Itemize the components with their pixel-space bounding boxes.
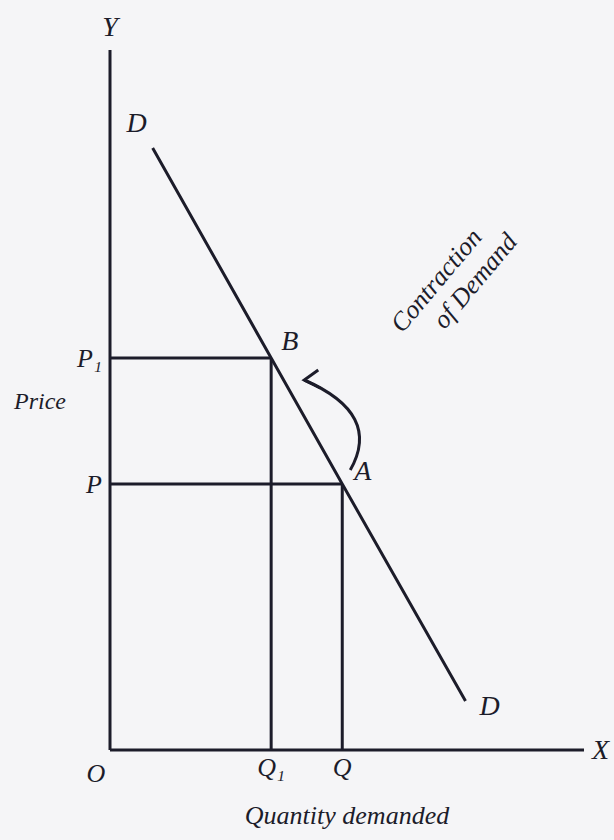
svg-text:Q₁: Q₁ — [257, 753, 285, 782]
svg-text:Y: Y — [102, 11, 121, 42]
svg-text:A: A — [354, 455, 372, 486]
svg-text:B: B — [281, 325, 298, 356]
svg-text:Q: Q — [333, 753, 352, 782]
svg-text:Quantity demanded: Quantity demanded — [245, 801, 450, 830]
svg-text:X: X — [591, 734, 610, 765]
svg-text:O: O — [87, 759, 106, 788]
svg-text:P₁: P₁ — [76, 344, 102, 373]
svg-text:Price: Price — [13, 388, 66, 414]
svg-text:D: D — [479, 690, 500, 721]
svg-text:Contractionof Demand: Contractionof Demand — [385, 208, 524, 358]
svg-text:D: D — [125, 107, 146, 138]
svg-text:P: P — [85, 470, 102, 499]
